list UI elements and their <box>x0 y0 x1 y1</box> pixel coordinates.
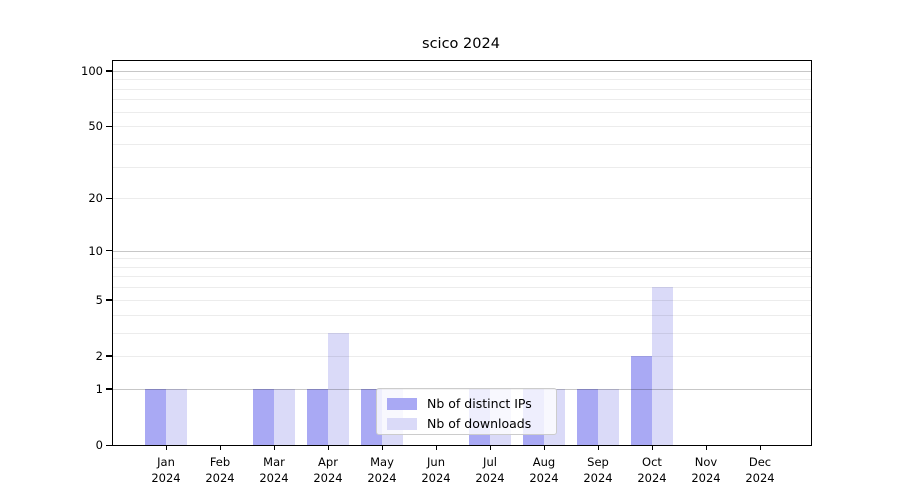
x-tick-label-sep: Sep 2024 <box>583 455 613 485</box>
x-tick-mark <box>327 445 329 450</box>
gridline-minor <box>113 126 811 128</box>
gridline-minor <box>113 166 811 168</box>
y-tick-mark <box>106 444 112 446</box>
x-tick-label-aug: Aug 2024 <box>529 455 559 485</box>
x-tick-mark <box>381 445 383 450</box>
x-tick-label-jul: Jul 2024 <box>475 455 505 485</box>
y-tick-mark <box>106 250 112 252</box>
x-tick-mark <box>651 445 653 450</box>
legend-swatch-downloads <box>387 417 417 430</box>
legend: Nb of distinct IPs Nb of downloads <box>376 388 557 435</box>
gridline-major <box>113 70 811 72</box>
x-tick-label-jun: Jun 2024 <box>421 455 451 485</box>
y-tick-mark <box>106 70 112 72</box>
chart-title: scico 2024 <box>422 36 500 52</box>
gridline-minor <box>113 332 811 334</box>
bar-downloads-jan <box>166 388 187 445</box>
x-tick-label-may: May 2024 <box>367 455 397 485</box>
x-tick-label-feb: Feb 2024 <box>205 455 235 485</box>
y-tick-mark <box>106 125 112 127</box>
x-tick-mark <box>543 445 545 450</box>
x-tick-mark <box>219 445 221 450</box>
y-tick-label: 100 <box>81 63 103 78</box>
x-tick-label-apr: Apr 2024 <box>313 455 343 485</box>
gridline-minor <box>113 276 811 278</box>
y-tick-label: 50 <box>88 119 103 134</box>
x-tick-mark <box>597 445 599 450</box>
y-tick-label: 10 <box>88 243 103 258</box>
gridline-minor <box>113 266 811 268</box>
gridline-minor <box>113 198 811 200</box>
y-tick-mark <box>106 197 112 199</box>
gridline-major <box>113 250 811 252</box>
gridline-minor <box>113 79 811 81</box>
bar-downloads-sep <box>598 388 619 445</box>
legend-item-distinct-ips: Nb of distinct IPs <box>387 396 532 411</box>
gridline-minor <box>113 355 811 357</box>
y-tick-mark <box>106 299 112 301</box>
gridline-minor <box>113 258 811 260</box>
plot-area: 0 1 2 5 10 20 50 100 Jan 2024 Feb 2024 Mar 2024 Ap… <box>81 60 812 485</box>
x-tick-mark <box>165 445 167 450</box>
y-tick-label: 20 <box>88 191 103 206</box>
y-tick-label: 0 <box>95 438 103 452</box>
bar-distinct-ips-mar <box>253 388 274 445</box>
x-tick-mark <box>273 445 275 450</box>
legend-label-distinct-ips: Nb of distinct IPs <box>427 396 532 411</box>
x-tick-mark <box>759 445 761 450</box>
x-tick-label-nov: Nov 2024 <box>691 455 721 485</box>
legend-label-downloads: Nb of downloads <box>427 416 532 431</box>
gridline-minor <box>113 314 811 316</box>
y-tick-mark <box>106 355 112 357</box>
x-tick-mark <box>705 445 707 450</box>
bar-downloads-apr <box>328 332 349 445</box>
gridline-minor <box>113 88 811 90</box>
bar-distinct-ips-sep <box>577 388 598 445</box>
legend-swatch-distinct-ips <box>387 397 417 410</box>
bar-downloads-oct <box>652 287 673 445</box>
bar-distinct-ips-oct <box>631 355 652 445</box>
gridline-minor <box>113 299 811 301</box>
x-tick-label-mar: Mar 2024 <box>259 455 289 485</box>
gridline-minor <box>113 143 811 145</box>
y-tick-label: 5 <box>95 292 103 307</box>
x-tick-label-jan: Jan 2024 <box>151 455 181 485</box>
bar-distinct-ips-apr <box>307 388 328 445</box>
legend-item-downloads: Nb of downloads <box>387 416 532 431</box>
bar-downloads-mar <box>274 388 295 445</box>
bar-distinct-ips-jan <box>145 388 166 445</box>
x-tick-label-dec: Dec 2024 <box>745 455 775 485</box>
gridline-minor <box>113 111 811 113</box>
x-tick-label-oct: Oct 2024 <box>637 455 667 485</box>
x-tick-mark <box>489 445 491 450</box>
x-tick-mark <box>435 445 437 450</box>
y-tick-mark <box>106 388 112 390</box>
y-tick-label: 2 <box>95 348 103 363</box>
gridline-minor <box>113 99 811 101</box>
gridline-minor <box>113 287 811 289</box>
y-tick-label: 1 <box>95 381 103 396</box>
